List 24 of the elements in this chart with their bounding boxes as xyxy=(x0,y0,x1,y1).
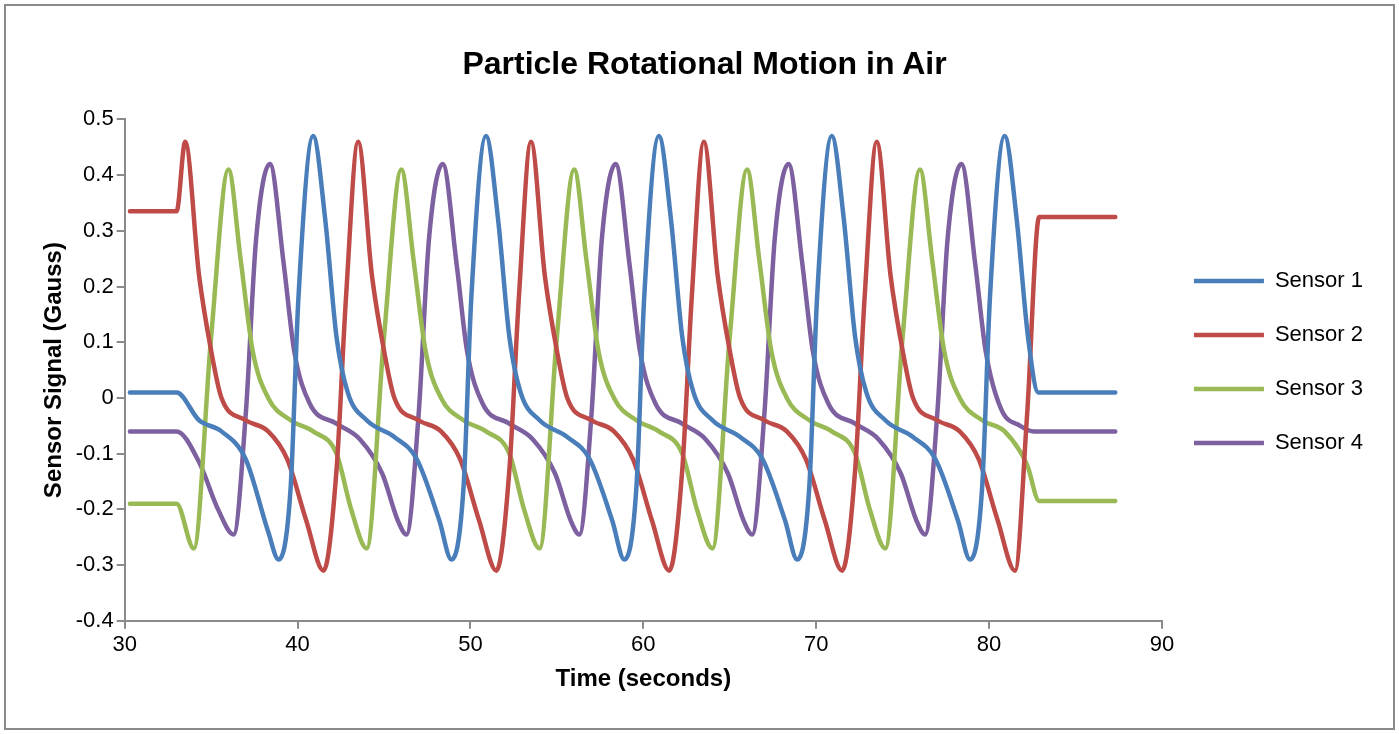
y-tick-label: 0.3 xyxy=(83,216,114,242)
y-tick-label: 0.4 xyxy=(83,161,114,187)
y-tick-label: -0.4 xyxy=(75,606,114,632)
legend-label: Sensor 3 xyxy=(1274,375,1364,401)
y-tick-label: -0.1 xyxy=(75,439,114,465)
y-tick-label: 0 xyxy=(101,384,114,410)
chart-title: Particle Rotational Motion in Air xyxy=(462,45,947,82)
legend-label: Sensor 2 xyxy=(1274,321,1364,347)
legend-label: Sensor 1 xyxy=(1274,267,1364,293)
y-axis-title: Sensor Signal (Gauss) xyxy=(39,242,67,499)
x-tick-label: 50 xyxy=(458,631,483,657)
y-tick-label: -0.3 xyxy=(75,551,114,577)
x-axis-title: Time (seconds) xyxy=(555,664,732,692)
x-tick-label: 90 xyxy=(1149,631,1175,657)
x-tick-label: 30 xyxy=(112,631,137,657)
x-tick-label: 80 xyxy=(976,631,1002,657)
legend-label: Sensor 4 xyxy=(1274,429,1364,455)
y-tick-label: -0.2 xyxy=(75,495,114,521)
x-tick-label: 40 xyxy=(285,631,310,657)
y-tick-label: 0.5 xyxy=(83,105,114,131)
y-tick-label: 0.1 xyxy=(83,328,114,354)
x-tick-label: 70 xyxy=(803,631,829,657)
x-tick-label: 60 xyxy=(631,631,656,657)
y-tick-label: 0.2 xyxy=(83,272,114,298)
